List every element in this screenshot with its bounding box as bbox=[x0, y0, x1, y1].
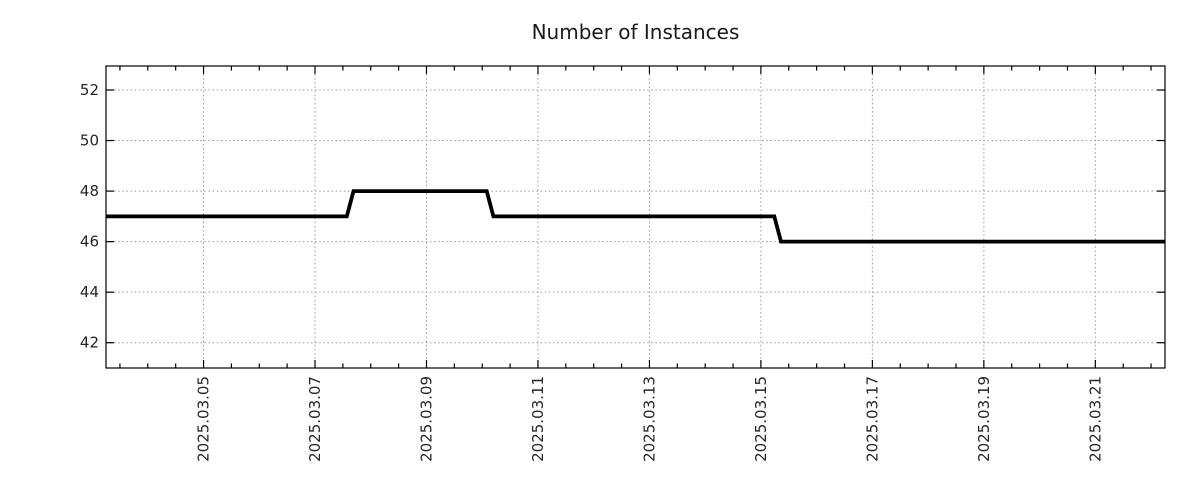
x-tick-label: 2025.03.15 bbox=[752, 376, 770, 462]
y-tick-label: 46 bbox=[80, 233, 99, 251]
x-tick-label: 2025.03.09 bbox=[417, 376, 435, 462]
x-tick-label: 2025.03.11 bbox=[529, 376, 547, 462]
chart-title: Number of Instances bbox=[532, 20, 740, 44]
y-tick-label: 48 bbox=[80, 182, 99, 200]
x-tick-label: 2025.03.21 bbox=[1086, 376, 1104, 462]
x-tick-label: 2025.03.13 bbox=[640, 376, 658, 462]
gridlines bbox=[106, 66, 1165, 368]
y-tick-label: 50 bbox=[80, 132, 99, 150]
axes bbox=[105, 65, 1166, 369]
x-tick-label: 2025.03.05 bbox=[195, 376, 213, 462]
tick-labels: 2025.03.05 2025.03.07 2025.03.09 2025.03.11… bbox=[80, 81, 1104, 462]
y-tick-label: 52 bbox=[80, 81, 99, 99]
data-series bbox=[106, 189, 1165, 244]
x-tick-label: 2025.03.07 bbox=[306, 376, 324, 462]
x-tick-label: 2025.03.17 bbox=[863, 376, 881, 462]
plot-border bbox=[105, 65, 1166, 369]
y-tick-label: 42 bbox=[80, 334, 99, 352]
y-tick-label: 44 bbox=[80, 283, 99, 301]
x-tick-label: 2025.03.19 bbox=[975, 376, 993, 462]
data-line bbox=[106, 189, 1165, 244]
